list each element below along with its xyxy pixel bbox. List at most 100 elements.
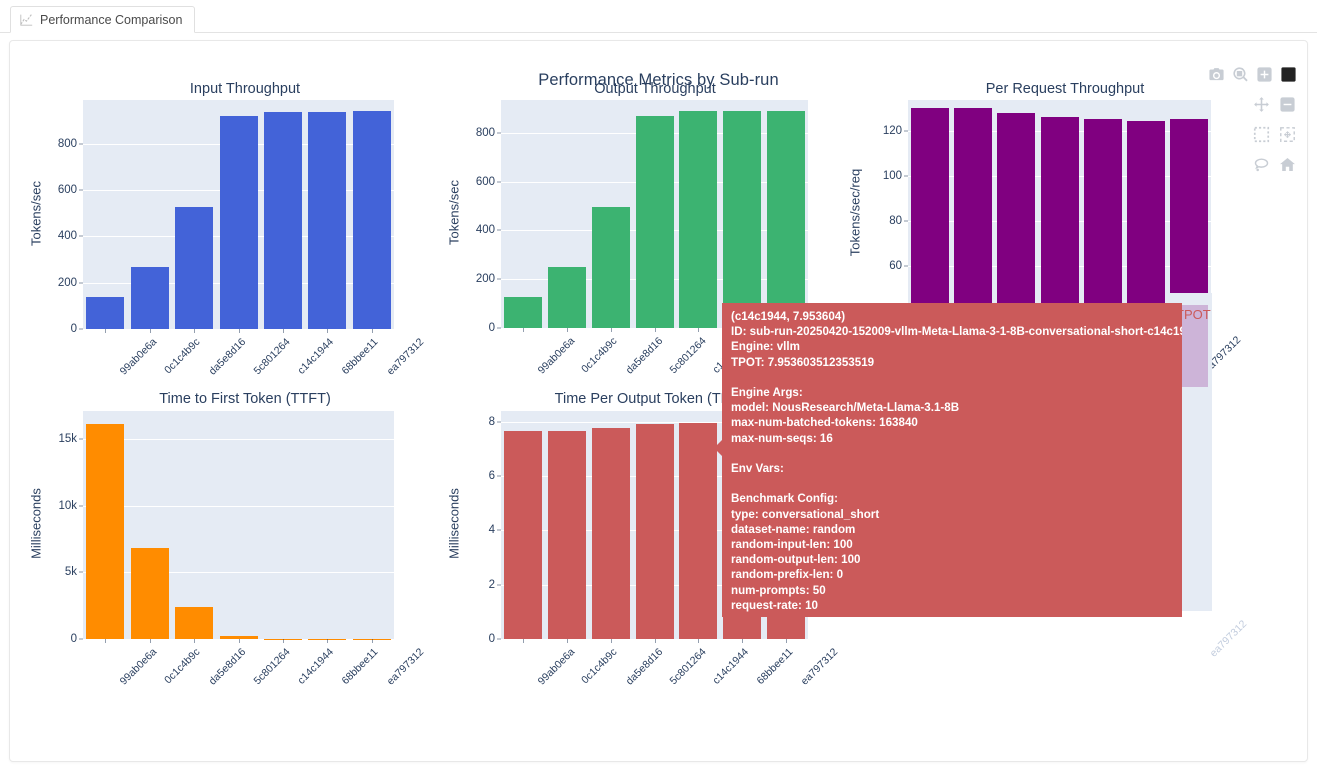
x-axis-tick-mark — [238, 639, 240, 643]
x-axis-tick-mark — [610, 328, 612, 332]
x-axis-tick-mark — [698, 639, 700, 643]
bar[interactable] — [263, 111, 302, 329]
gridline — [83, 439, 394, 440]
tooltip-line — [731, 370, 1174, 385]
y-axis-tick-mark — [79, 282, 83, 284]
x-axis-tick-mark — [566, 328, 568, 332]
y-axis-tick-mark — [497, 132, 501, 134]
bar[interactable] — [503, 431, 542, 639]
y-axis-tick-label: 800 — [57, 137, 77, 150]
gridline — [83, 572, 394, 574]
bar[interactable] — [130, 267, 169, 329]
y-axis-tick-mark — [79, 438, 83, 440]
tooltip-line — [731, 446, 1174, 461]
tooltip-line: num-prompts: 50 — [731, 583, 826, 597]
y-axis-tick-mark — [497, 181, 501, 183]
toggle-spike-lines-icon[interactable] — [1280, 65, 1297, 84]
reset-axes-icon[interactable] — [1278, 155, 1297, 174]
bar[interactable] — [175, 607, 214, 639]
bar[interactable] — [547, 266, 586, 328]
bar[interactable] — [1170, 118, 1209, 327]
tooltip-line: Env Vars: — [731, 462, 784, 475]
chart-line-icon — [20, 13, 33, 26]
y-axis-tick-mark — [497, 584, 501, 586]
subplot-title: Time Per Output Token (TPOT) — [554, 391, 756, 407]
bar[interactable] — [723, 111, 762, 328]
tooltip-line: Engine: vllm — [731, 340, 800, 354]
tooltip-line: TPOT: 7.953603512353519 — [731, 355, 875, 369]
bar[interactable] — [86, 297, 125, 329]
subplot-3: Per Request Throughput40608010012099ab0e… — [10, 41, 1307, 761]
bar[interactable] — [86, 424, 125, 639]
x-axis-tick-mark — [371, 329, 373, 333]
bar[interactable] — [547, 430, 586, 639]
tooltip-line: Engine Args: — [731, 386, 803, 399]
plot-area[interactable]: 40608010012099ab0e6a0c1c4b9cda5e8d165c80… — [883, 100, 1244, 376]
download-plot-as-png-icon[interactable] — [1208, 65, 1225, 84]
y-axis-tick-mark — [497, 421, 501, 423]
y-axis-tick-label: 600 — [57, 184, 77, 197]
subplot-2: Output Throughput 0 200 400 600 800 99ab0e6a 0c… — [10, 41, 1307, 761]
x-axis-tick-mark — [786, 639, 788, 643]
y-axis-tick-label: 8 — [488, 415, 495, 428]
plot-area[interactable]: 0 200 400 600 800 99ab0e6a 0c1c4b9c da5e8d16 5c8… — [476, 100, 840, 377]
tooltip-line: type: conversational_short — [731, 507, 880, 521]
bar[interactable] — [910, 107, 949, 327]
bar[interactable] — [503, 296, 542, 328]
tooltip-line: Benchmark Config: — [731, 492, 838, 506]
tab-performance-comparison[interactable]: Performance Comparison — [10, 6, 196, 33]
bar[interactable] — [679, 111, 718, 328]
pan-icon[interactable] — [1252, 95, 1271, 114]
bar[interactable] — [679, 423, 718, 639]
x-axis-tick-mark — [282, 639, 284, 643]
tooltip-line: model: NousResearch/Meta-Llama-3.1-8B — [731, 401, 960, 415]
figure-title: Performance Metrics by Sub-run — [538, 71, 779, 89]
autoscale-icon[interactable] — [1278, 125, 1297, 144]
y-axis-tick-mark — [497, 475, 501, 477]
plotly-figure: Performance Metrics by Sub-run Input Thr… — [10, 41, 1307, 761]
bar[interactable] — [1127, 120, 1166, 327]
x-axis-tick-mark — [654, 328, 656, 332]
bar[interactable] — [1040, 117, 1079, 327]
bar[interactable] — [635, 116, 674, 328]
y-axis-tick-label: 100 — [882, 170, 902, 183]
tooltip-line: max-num-seqs: 16 — [731, 431, 833, 445]
y-axis-tick-label: 120 — [882, 125, 902, 138]
y-axis-tick-label: 2 — [488, 578, 495, 591]
bar[interactable] — [308, 111, 347, 329]
bar[interactable] — [130, 548, 169, 639]
box-select-icon[interactable] — [1252, 125, 1271, 144]
y-axis-tick-label: 6 — [488, 470, 495, 483]
y-axis-tick-label: 400 — [475, 224, 495, 237]
subplot-4: Time to First Token (TTFT) 0 5k 10k 15k 99ab0… — [10, 41, 1307, 761]
bar[interactable] — [219, 635, 258, 639]
bar[interactable] — [767, 111, 806, 328]
bar[interactable] — [635, 424, 674, 639]
plot-area[interactable]: 0 5k 10k 15k 99ab0e6a 0c1c4b9c da5e8d16 5c80126… — [58, 411, 426, 688]
bar[interactable] — [591, 428, 630, 639]
bar[interactable] — [219, 115, 258, 329]
bar[interactable] — [175, 206, 214, 329]
lasso-select-icon[interactable] — [1252, 155, 1271, 174]
x-axis-tick-mark — [238, 329, 240, 333]
y-axis-tick-mark — [497, 229, 501, 231]
y-axis-tick-label: 200 — [57, 276, 77, 289]
tooltip-line — [731, 476, 1174, 491]
y-axis-tick-label: 15k — [58, 433, 77, 445]
y-axis-tick-mark — [79, 638, 83, 640]
bar[interactable] — [591, 207, 630, 328]
x-axis-tick-mark — [105, 329, 107, 333]
modebar-row-4 — [1211, 155, 1297, 174]
zoom-out-icon[interactable] — [1278, 95, 1297, 114]
y-axis-tick-mark — [79, 143, 83, 145]
plot-area[interactable]: 0 200 400 600 800 99ab0e6a 0c1c4b9c da5e8d16 5c8… — [58, 100, 426, 378]
bar[interactable] — [352, 111, 391, 329]
bar[interactable] — [953, 108, 992, 327]
x-axis-tick-mark — [698, 328, 700, 332]
bar[interactable] — [1083, 119, 1122, 327]
zoom-in-icon[interactable] — [1256, 65, 1273, 84]
zoom-icon[interactable] — [1232, 65, 1249, 84]
bar[interactable] — [997, 112, 1036, 327]
hover-tooltip: (c14c1944, 7.953604) ID: sub-run-20250420… — [722, 303, 1182, 617]
y-axis-tick-mark — [79, 189, 83, 191]
